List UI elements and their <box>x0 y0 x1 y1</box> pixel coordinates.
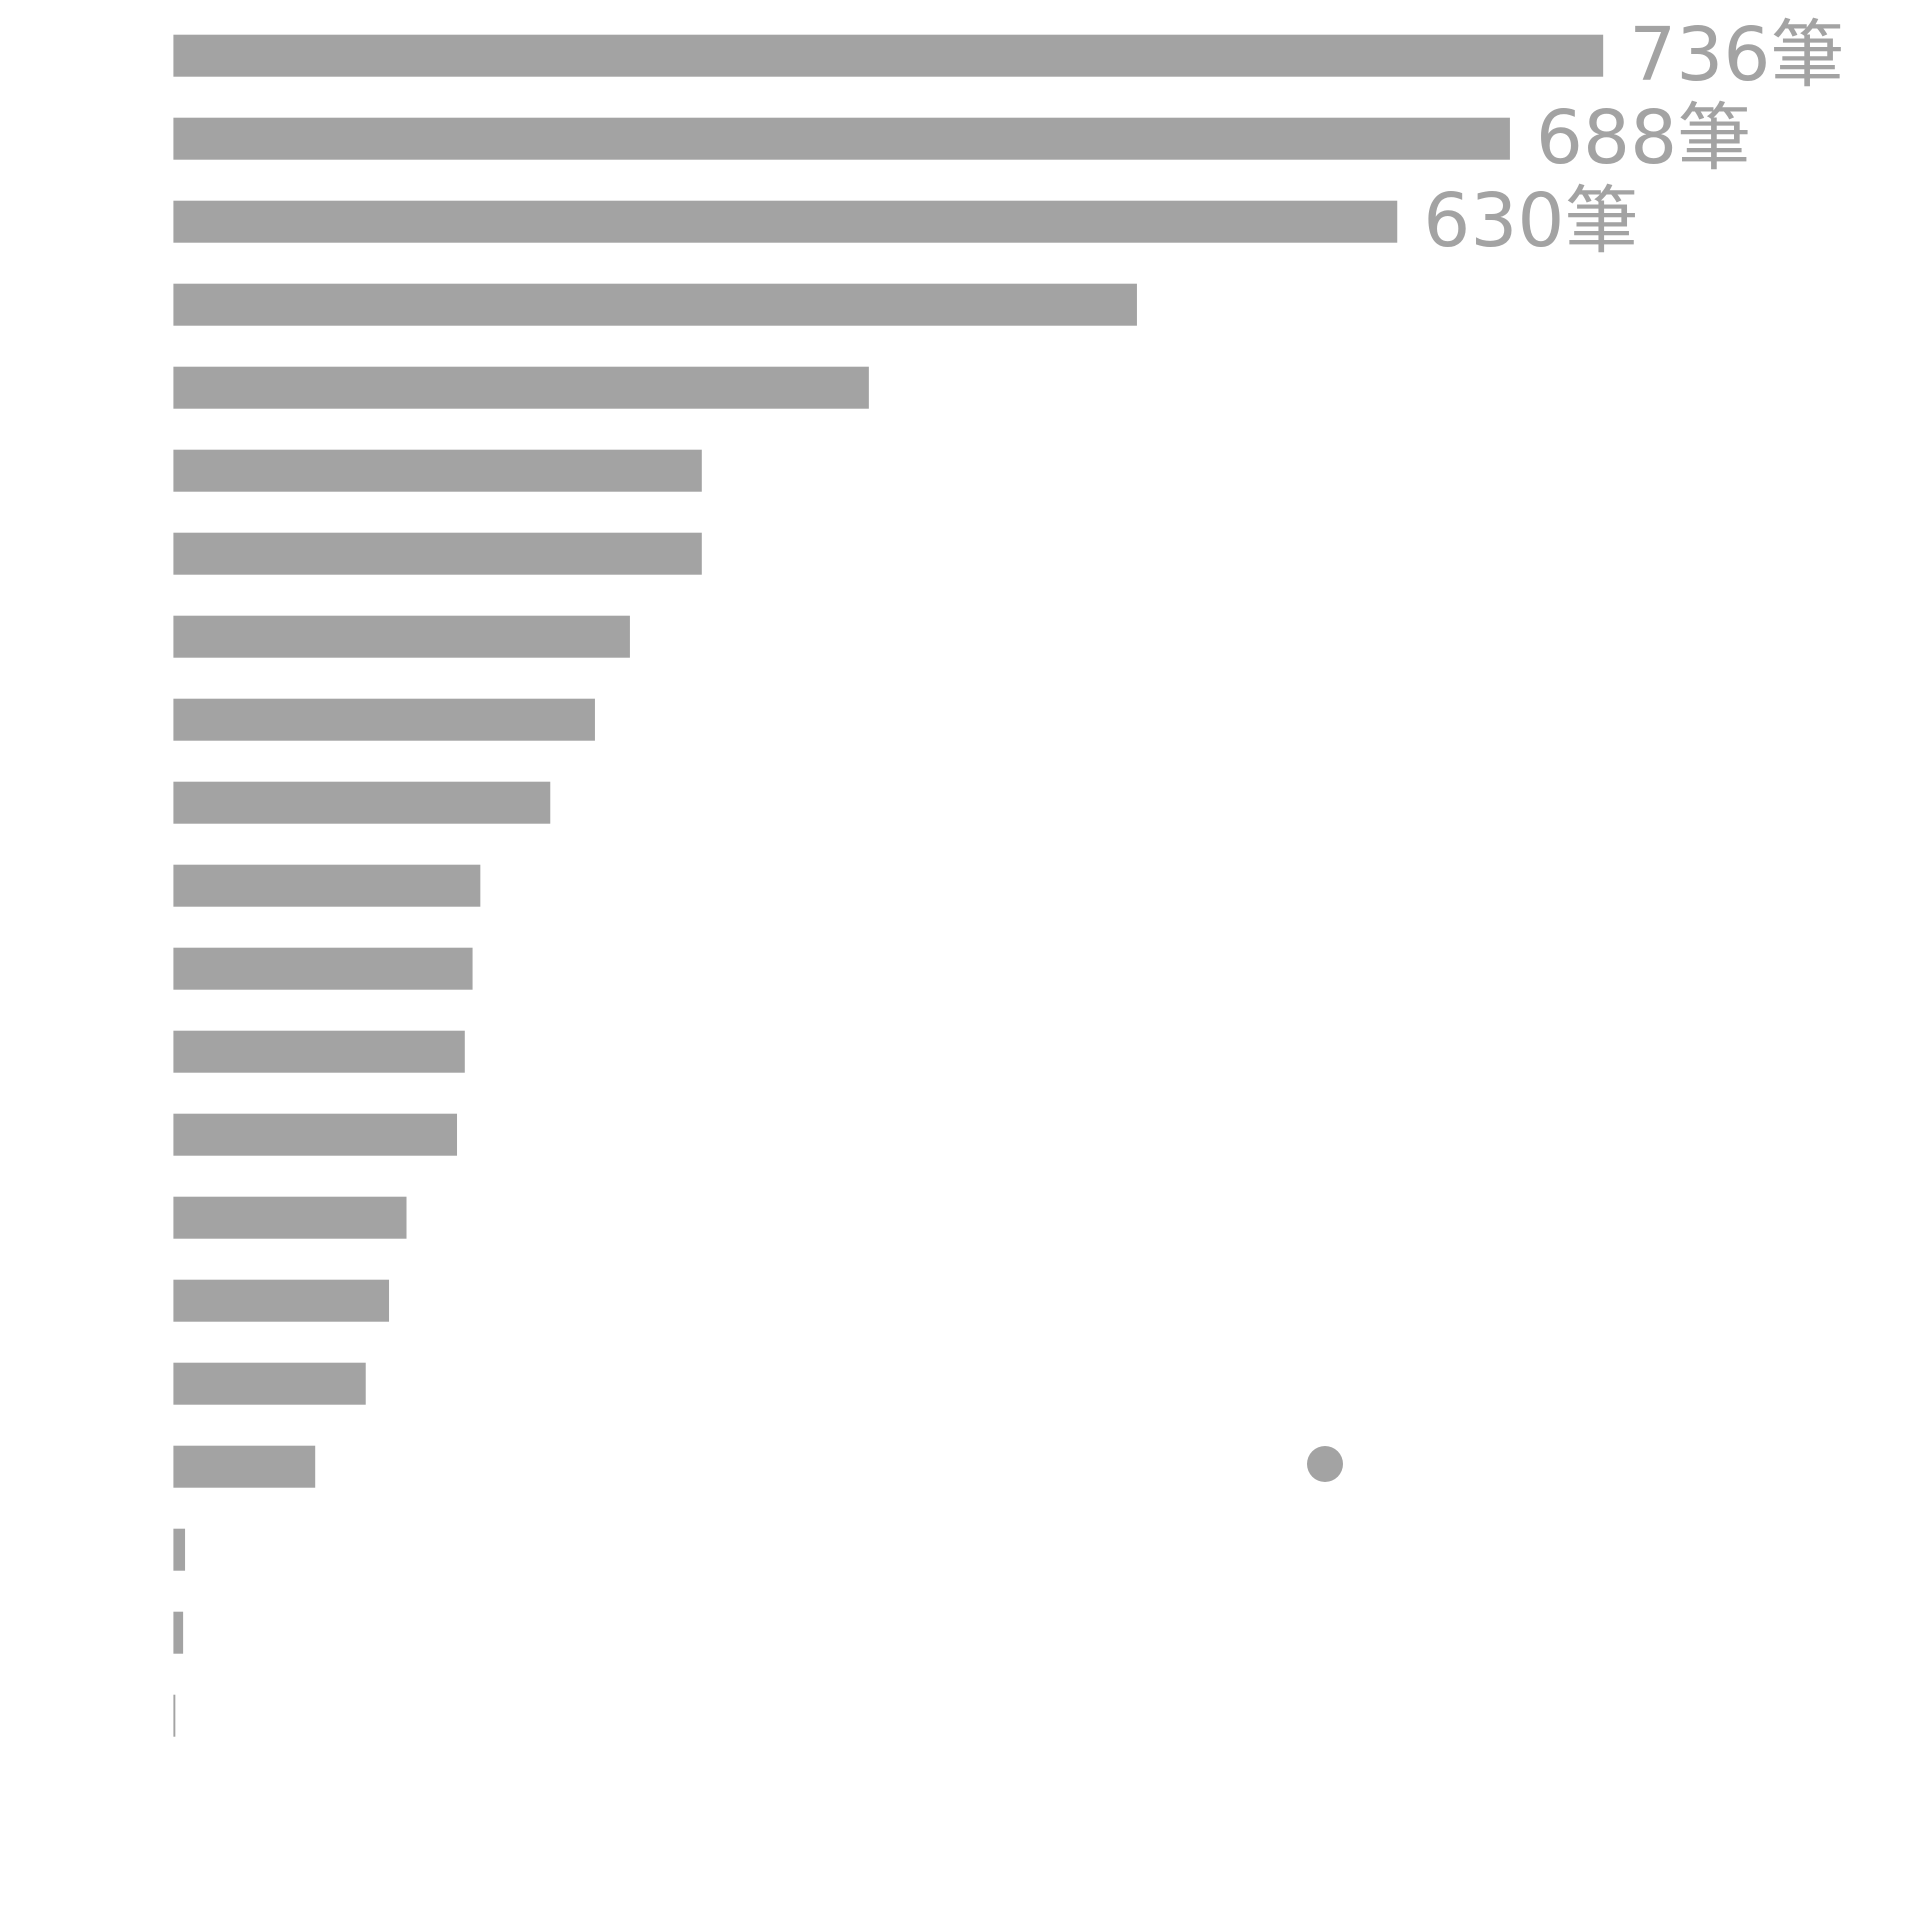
bar <box>173 698 595 741</box>
value-label: 688筆 <box>1536 95 1751 181</box>
bar <box>173 117 1510 160</box>
bar <box>173 449 702 492</box>
marker-dot <box>1307 1446 1343 1482</box>
bar <box>173 1279 390 1322</box>
bar <box>173 1362 366 1405</box>
bar <box>173 1196 407 1239</box>
value-label: 630筆 <box>1423 178 1638 264</box>
value-label: 736筆 <box>1629 12 1844 98</box>
bar <box>173 1030 465 1073</box>
bar <box>173 1611 184 1654</box>
bar <box>173 283 1137 326</box>
bar <box>173 615 630 658</box>
bar <box>173 781 551 824</box>
bar <box>173 864 481 907</box>
bar <box>173 947 473 990</box>
bar <box>173 1528 186 1571</box>
bar <box>173 1445 316 1488</box>
bar <box>173 1113 458 1156</box>
bar <box>173 34 1604 77</box>
bar <box>173 366 869 409</box>
bar <box>173 200 1398 243</box>
bar <box>173 532 702 575</box>
bar <box>173 1694 176 1737</box>
